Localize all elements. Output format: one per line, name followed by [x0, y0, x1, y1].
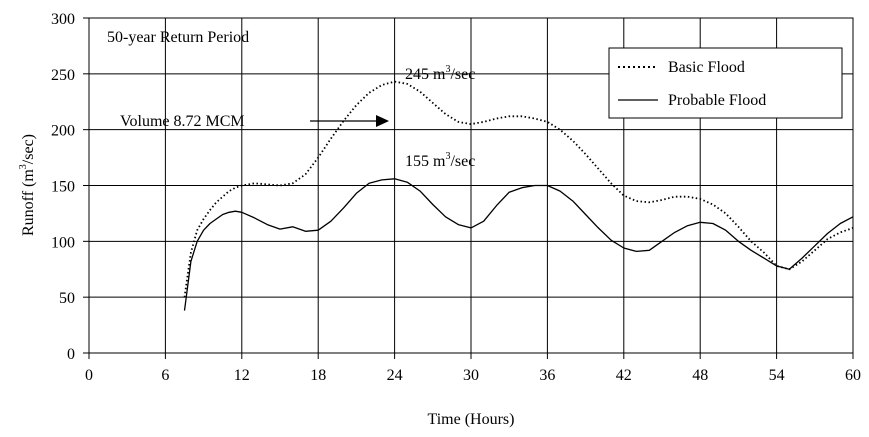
- x-axis-ticks: 0 6 12 18 24 30 36 42 48 54 60: [85, 353, 861, 384]
- y-tick-label: 150: [51, 179, 75, 196]
- series-lines: [183, 80, 854, 311]
- series-line-basic-flood: [183, 80, 854, 298]
- x-tick-label: 6: [161, 367, 169, 384]
- legend-basic-label: Basic Flood: [668, 59, 745, 76]
- x-tick-label: 18: [310, 367, 326, 384]
- volume-label: Volume 8.72 MCM: [120, 113, 245, 130]
- y-tick-label: 300: [51, 11, 75, 28]
- x-tick-label: 24: [387, 367, 403, 384]
- x-tick-label: 48: [692, 367, 708, 384]
- volume-arrow-head: [376, 115, 389, 127]
- peak-basic-label: 245 m3/sec: [405, 64, 475, 83]
- x-tick-label: 54: [769, 367, 785, 384]
- legend-probable-label: Probable Flood: [668, 92, 766, 109]
- y-tick-label: 200: [51, 123, 75, 140]
- y-axis-label: Runoff (m3/sec): [18, 134, 37, 236]
- x-tick-label: 42: [616, 367, 632, 384]
- x-tick-label: 30: [463, 367, 479, 384]
- peak-probable-label: 155 m3/sec: [405, 151, 475, 170]
- y-tick-label: 50: [59, 290, 75, 307]
- y-tick-label: 0: [67, 346, 75, 363]
- x-tick-label: 12: [234, 367, 250, 384]
- x-axis-label: Time (Hours): [428, 411, 515, 428]
- x-tick-label: 60: [845, 367, 861, 384]
- legend-box: [608, 47, 843, 119]
- legend: Basic Flood Probable Flood: [608, 47, 843, 119]
- y-tick-label: 250: [51, 67, 75, 84]
- y-axis-ticks: 0 50 100 150 200 250 300: [51, 11, 89, 363]
- y-tick-label: 100: [51, 234, 75, 251]
- series-line-probable-flood: [183, 178, 854, 311]
- chart-title: 50-year Return Period: [107, 29, 249, 46]
- x-tick-label: 0: [85, 367, 93, 384]
- x-tick-label: 36: [539, 367, 555, 384]
